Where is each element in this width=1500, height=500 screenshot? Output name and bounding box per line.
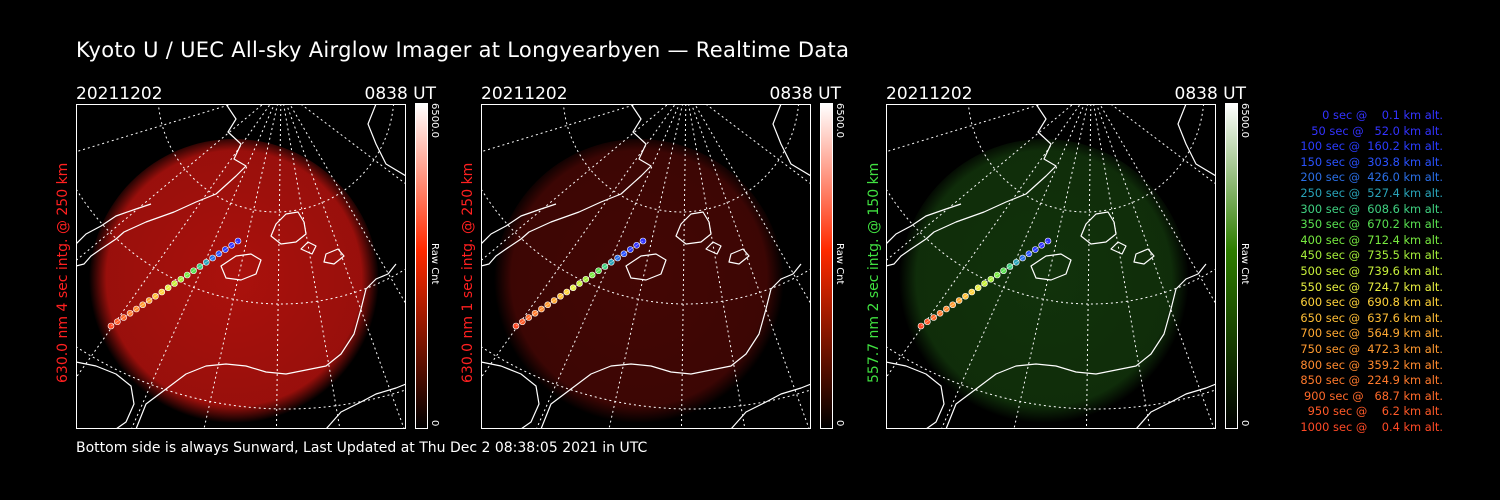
legend-entry: 300 sec @ 608.6 km alt. [1296, 201, 1443, 216]
legend-entry: 750 sec @ 472.3 km alt. [1296, 341, 1443, 356]
panel-time: 0838 UT [364, 84, 437, 104]
colorbar-2-max: 6500.0 [834, 103, 845, 138]
legend-entry: 950 sec @ 6.2 km alt. [1304, 404, 1443, 419]
panel-2-wavelength-label: 630.0 nm 1 sec intg. @ 250 km [460, 162, 476, 383]
legend-entry: 550 sec @ 724.7 km alt. [1296, 279, 1443, 294]
legend-entry: 50 sec @ 52.0 km alt. [1304, 123, 1443, 138]
legend-entry: 450 sec @ 735.5 km alt. [1296, 248, 1443, 263]
legend-entry: 700 sec @ 564.9 km alt. [1296, 326, 1443, 341]
colorbar-1-label: Raw Cnt [429, 243, 440, 285]
panel-time: 0838 UT [1174, 84, 1247, 104]
airglow-image [899, 139, 1189, 429]
trajectory-time-altitude-legend: 0 sec @ 0.1 km alt. 50 sec @ 52.0 km alt… [1297, 108, 1443, 435]
map-frame [76, 104, 406, 429]
coastlines [76, 104, 406, 429]
trajectory-track [107, 237, 242, 330]
colorbar-3-label: Raw Cnt [1239, 243, 1250, 285]
coastlines [481, 104, 811, 429]
panel-date: 20211202 [76, 84, 163, 104]
map-frame [481, 104, 811, 429]
legend-entry: 850 sec @ 224.9 km alt. [1296, 373, 1443, 388]
page-title: Kyoto U / UEC All-sky Airglow Imager at … [76, 38, 850, 62]
panel-3-wavelength-label: 557.7 nm 2 sec intg. @ 150 km [866, 162, 882, 383]
legend-entry: 400 sec @ 712.4 km alt. [1296, 232, 1443, 247]
trajectory-track [917, 237, 1052, 330]
legend-entry: 650 sec @ 637.6 km alt. [1296, 310, 1443, 325]
panel-1-wavelength-label: 630.0 nm 4 sec intg. @ 250 km [55, 162, 71, 383]
colorbar-2-min: 0 [834, 420, 845, 427]
legend-entry: 800 sec @ 359.2 km alt. [1296, 357, 1443, 372]
legend-entry: 0 sec @ 0.1 km alt. [1311, 108, 1443, 122]
colorbar-3-min: 0 [1239, 420, 1250, 427]
colorbar-3-max: 6500.0 [1239, 103, 1250, 138]
panel-date: 20211202 [481, 84, 568, 104]
allsky-map [76, 104, 406, 429]
airglow-panel-1: 20211202 0838 UT [76, 84, 436, 434]
colorbar-3 [1225, 103, 1238, 429]
legend-entry: 200 sec @ 426.0 km alt. [1296, 170, 1443, 185]
legend-entry: 1000 sec @ 0.4 km alt. [1300, 419, 1443, 434]
trajectory-track [512, 237, 647, 330]
legend-entry: 600 sec @ 690.8 km alt. [1296, 295, 1443, 310]
colorbar-1 [415, 103, 428, 429]
legend-entry: 350 sec @ 670.2 km alt. [1296, 217, 1443, 232]
airglow-image [89, 139, 379, 429]
legend-entry: 500 sec @ 739.6 km alt. [1296, 263, 1443, 278]
coastlines [886, 104, 1216, 429]
allsky-map [886, 104, 1216, 429]
airglow-panel-2: 20211202 0838 UT [481, 84, 841, 434]
colorbar-2-label: Raw Cnt [834, 243, 845, 285]
footer-note: Bottom side is always Sunward, Last Upda… [76, 440, 648, 456]
legend-entry: 100 sec @ 160.2 km alt. [1296, 139, 1443, 154]
airglow-panel-3: 20211202 0838 UT [886, 84, 1246, 434]
airglow-image [494, 139, 784, 429]
allsky-map [481, 104, 811, 429]
colorbar-1-max: 6500.0 [429, 103, 440, 138]
colorbar-1-min: 0 [429, 420, 440, 427]
legend-entry: 900 sec @ 68.7 km alt. [1300, 388, 1443, 403]
legend-entry: 250 sec @ 527.4 km alt. [1296, 185, 1443, 200]
panel-date: 20211202 [886, 84, 973, 104]
panel-time: 0838 UT [769, 84, 842, 104]
legend-entry: 150 sec @ 303.8 km alt. [1296, 154, 1443, 169]
map-frame [886, 104, 1216, 429]
colorbar-2 [820, 103, 833, 429]
